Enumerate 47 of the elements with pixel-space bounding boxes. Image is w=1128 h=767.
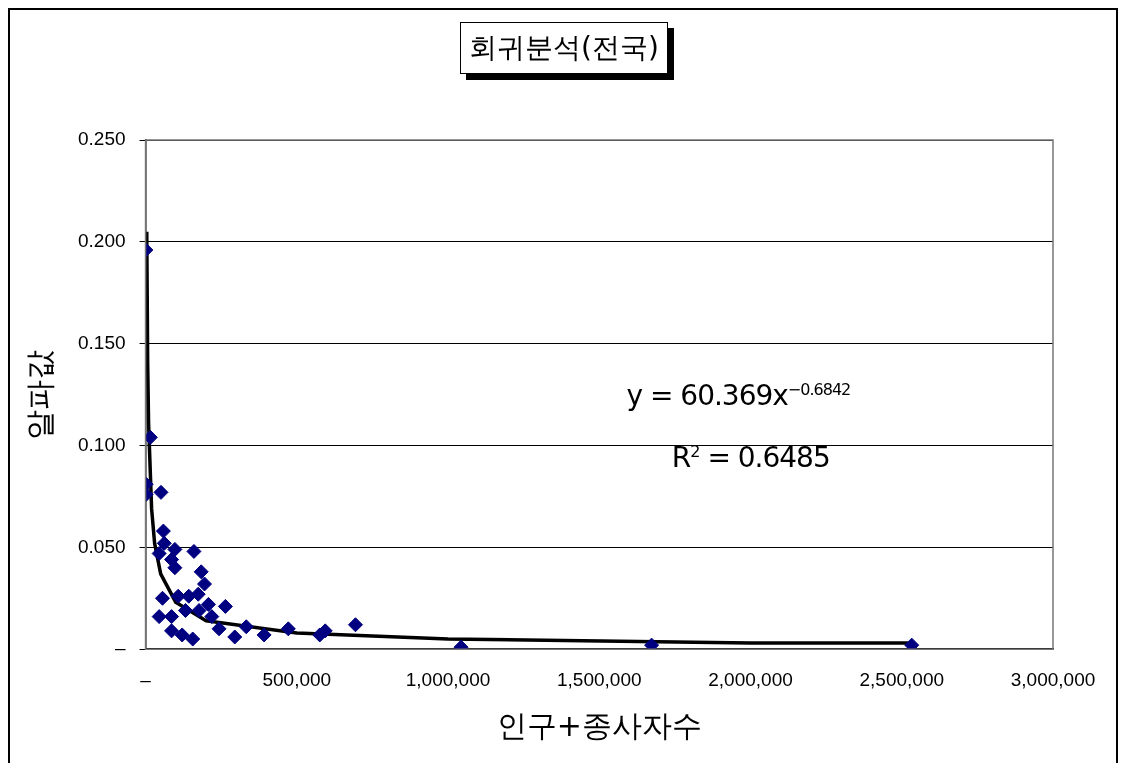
point <box>904 637 920 650</box>
y-tick-label: 0.200 <box>78 230 126 252</box>
annotation: y = 60.369x$^{−0.6842}$ <box>626 379 851 413</box>
point <box>204 609 220 625</box>
point <box>151 609 167 625</box>
point <box>174 627 190 643</box>
point <box>197 576 213 592</box>
y-tick-label: 0.100 <box>78 433 126 455</box>
point <box>200 596 216 612</box>
point <box>217 598 233 614</box>
point <box>164 623 180 639</box>
chart-title: 회귀분석(전국) <box>460 22 668 74</box>
point <box>155 523 171 539</box>
point <box>167 541 183 557</box>
y-tick-label: 0.250 <box>78 128 126 150</box>
point <box>227 629 243 645</box>
x-tick-label: 1,500,000 <box>557 668 642 690</box>
point <box>153 484 169 500</box>
point <box>193 564 209 580</box>
point <box>156 535 172 551</box>
y-tick-label: 0.150 <box>78 331 126 353</box>
point <box>170 588 186 604</box>
point <box>185 631 201 647</box>
x-tick-label: 3,000,000 <box>1010 668 1096 690</box>
point <box>154 590 170 606</box>
point <box>238 619 254 635</box>
y-tick-label: – <box>114 637 126 659</box>
point <box>190 586 206 602</box>
point <box>151 545 167 561</box>
y-axis-title: 알파값 <box>21 349 57 440</box>
x-tick-label: 2,000,000 <box>708 668 793 690</box>
point <box>186 543 202 559</box>
point <box>167 560 183 576</box>
point <box>347 617 363 633</box>
point <box>191 603 207 618</box>
point <box>256 627 272 643</box>
x-tick-label: 2,500,000 <box>859 668 945 690</box>
point <box>164 609 180 625</box>
point <box>211 621 227 637</box>
x-tick-label: – <box>140 668 152 690</box>
x-axis-title: 인구+종사자수 <box>496 707 702 743</box>
point <box>644 637 660 650</box>
y-tick-label: 0.050 <box>78 535 126 557</box>
point <box>280 621 296 637</box>
x-tick-label: 1,000,000 <box>405 668 491 690</box>
x-tick-label: 500,000 <box>262 668 332 690</box>
point <box>177 603 193 618</box>
